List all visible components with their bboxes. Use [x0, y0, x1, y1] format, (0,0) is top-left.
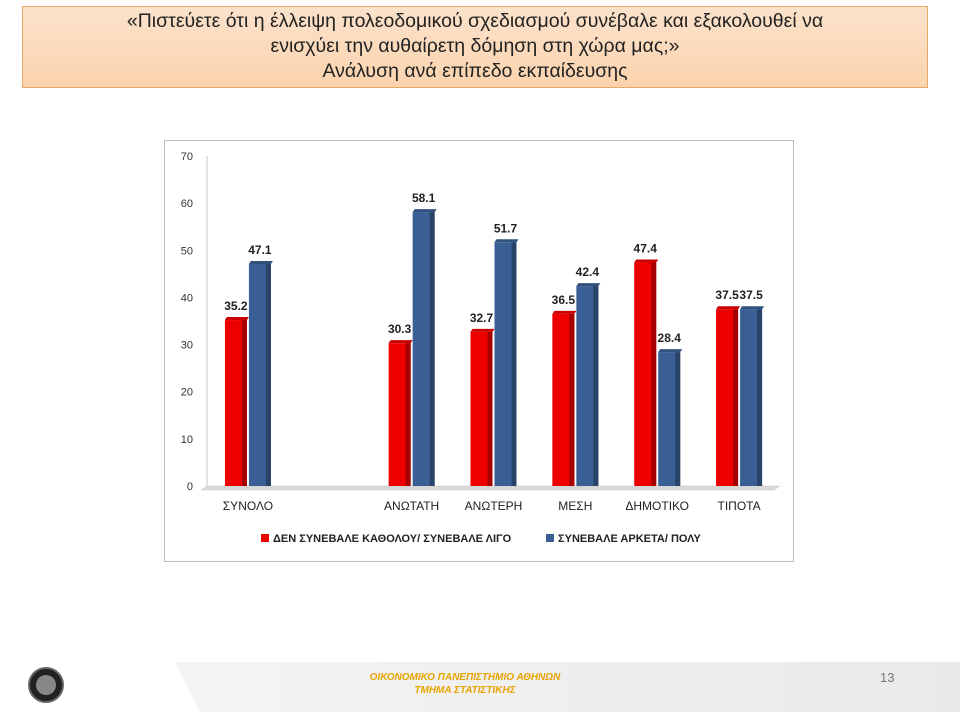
bar [740, 309, 763, 486]
category-label: ΔΗΜΟΤΙΚΟ [625, 499, 689, 513]
chart-floor [200, 485, 781, 491]
y-tick-label: 70 [181, 151, 193, 163]
category-label: ΤΙΠΟΤΑ [718, 499, 761, 513]
bar-side [511, 242, 517, 486]
bar [248, 263, 271, 486]
legend-swatch [261, 534, 269, 542]
bar-top [658, 349, 683, 353]
bar-top [470, 328, 495, 332]
bar-top [224, 317, 249, 321]
bar-side [675, 352, 681, 486]
bar [552, 313, 575, 486]
slide-title-line-1: «Πιστεύετε ότι η έλλειψη πολεοδομικού σχ… [126, 10, 824, 32]
bar-top [576, 283, 601, 287]
bar-top [494, 239, 519, 243]
footer-bar: ΟΙΚΟΝΟΜΙΚΟ ΠΑΝΕΠΙΣΤΗΜΙΟ ΑΘΗΝΩΝ ΤΜΗΜΑ ΣΤΑ… [0, 662, 960, 712]
category-label: ΜΕΣΗ [558, 499, 592, 513]
y-tick-label: 30 [181, 340, 193, 352]
chart-area: 0 10 20 30 40 50 60 70 35.2 47.1 ΣΥΝΟΛΟ 30.3 58.1 ΑΝΩ… [164, 140, 794, 562]
bar-side [593, 286, 599, 486]
data-label: 36.5 [552, 293, 576, 307]
slide-title-line-2: ενισχύει την αυθαίρετη δόμηση στη χώρα μ… [270, 35, 680, 57]
data-label: 51.7 [494, 221, 518, 235]
bar-top [634, 259, 659, 263]
page-number: 13 [880, 670, 895, 685]
bar-side [569, 313, 575, 486]
bar-side [429, 212, 435, 486]
bar-side [733, 309, 739, 486]
bar [716, 309, 739, 486]
y-tick-label: 60 [181, 198, 193, 210]
bar-top [248, 260, 273, 264]
bar [576, 286, 599, 486]
data-label: 32.7 [470, 311, 494, 325]
bar [634, 262, 657, 486]
legend-swatch [546, 534, 554, 542]
data-label: 47.4 [634, 242, 658, 256]
category-label: ΑΝΩΤΕΡΗ [465, 499, 523, 513]
slide-title-box: «Πιστεύετε ότι η έλλειψη πολεοδομικού σχ… [22, 6, 928, 88]
bar-side [265, 263, 271, 486]
bar-top [716, 306, 741, 310]
data-label: 42.4 [576, 265, 600, 279]
legend-label: ΔΕΝ ΣΥΝΕΒΑΛΕ ΚΑΘΟΛΟΥ/ ΣΥΝΕΒΑΛΕ ΛΙΓΟ [273, 533, 512, 545]
data-label: 37.5 [739, 288, 763, 302]
bar [412, 212, 435, 486]
bar-chart: 0 10 20 30 40 50 60 70 35.2 47.1 ΣΥΝΟΛΟ 30.3 58.1 ΑΝΩ… [181, 151, 781, 545]
data-label: 58.1 [412, 191, 436, 205]
y-tick-label: 10 [181, 434, 193, 446]
bar-side [241, 320, 247, 486]
bar [388, 343, 411, 486]
y-tick-label: 20 [181, 387, 193, 399]
category-label: ΑΝΩΤΑΤΗ [384, 499, 439, 513]
footer-institution: ΟΙΚΟΝΟΜΙΚΟ ΠΑΝΕΠΙΣΤΗΜΙΟ ΑΘΗΝΩΝ ΤΜΗΜΑ ΣΤΑ… [330, 671, 600, 697]
bar-top [388, 340, 413, 344]
bar [658, 352, 681, 486]
bar-top [740, 306, 765, 310]
y-tick-label: 50 [181, 245, 193, 257]
data-label: 37.5 [715, 288, 739, 302]
y-tick-label: 40 [181, 292, 193, 304]
bar-top [412, 209, 437, 213]
data-label: 30.3 [388, 322, 412, 336]
footer-line-1: ΟΙΚΟΝΟΜΙΚΟ ΠΑΝΕΠΙΣΤΗΜΙΟ ΑΘΗΝΩΝ [369, 672, 561, 683]
y-tick-label: 0 [187, 481, 193, 493]
data-label: 47.1 [248, 243, 272, 257]
bar [494, 242, 517, 486]
bar-side [651, 262, 657, 486]
bar [470, 331, 493, 486]
footer-line-2: ΤΜΗΜΑ ΣΤΑΤΙΣΤΙΚΗΣ [414, 685, 516, 696]
legend-label: ΣΥΝΕΒΑΛΕ ΑΡΚΕΤΑ/ ΠΟΛΥ [558, 533, 701, 545]
category-label: ΣΥΝΟΛΟ [223, 499, 273, 513]
slide-subtitle: Ανάλυση ανά επίπεδο εκπαίδευσης [322, 60, 628, 82]
bar-side [757, 309, 763, 486]
bar-top [552, 310, 577, 314]
data-label: 28.4 [658, 331, 682, 345]
bar [224, 320, 247, 486]
bar-side [487, 331, 493, 486]
university-logo [28, 667, 64, 703]
bar-side [405, 343, 411, 486]
data-label: 35.2 [224, 299, 248, 313]
